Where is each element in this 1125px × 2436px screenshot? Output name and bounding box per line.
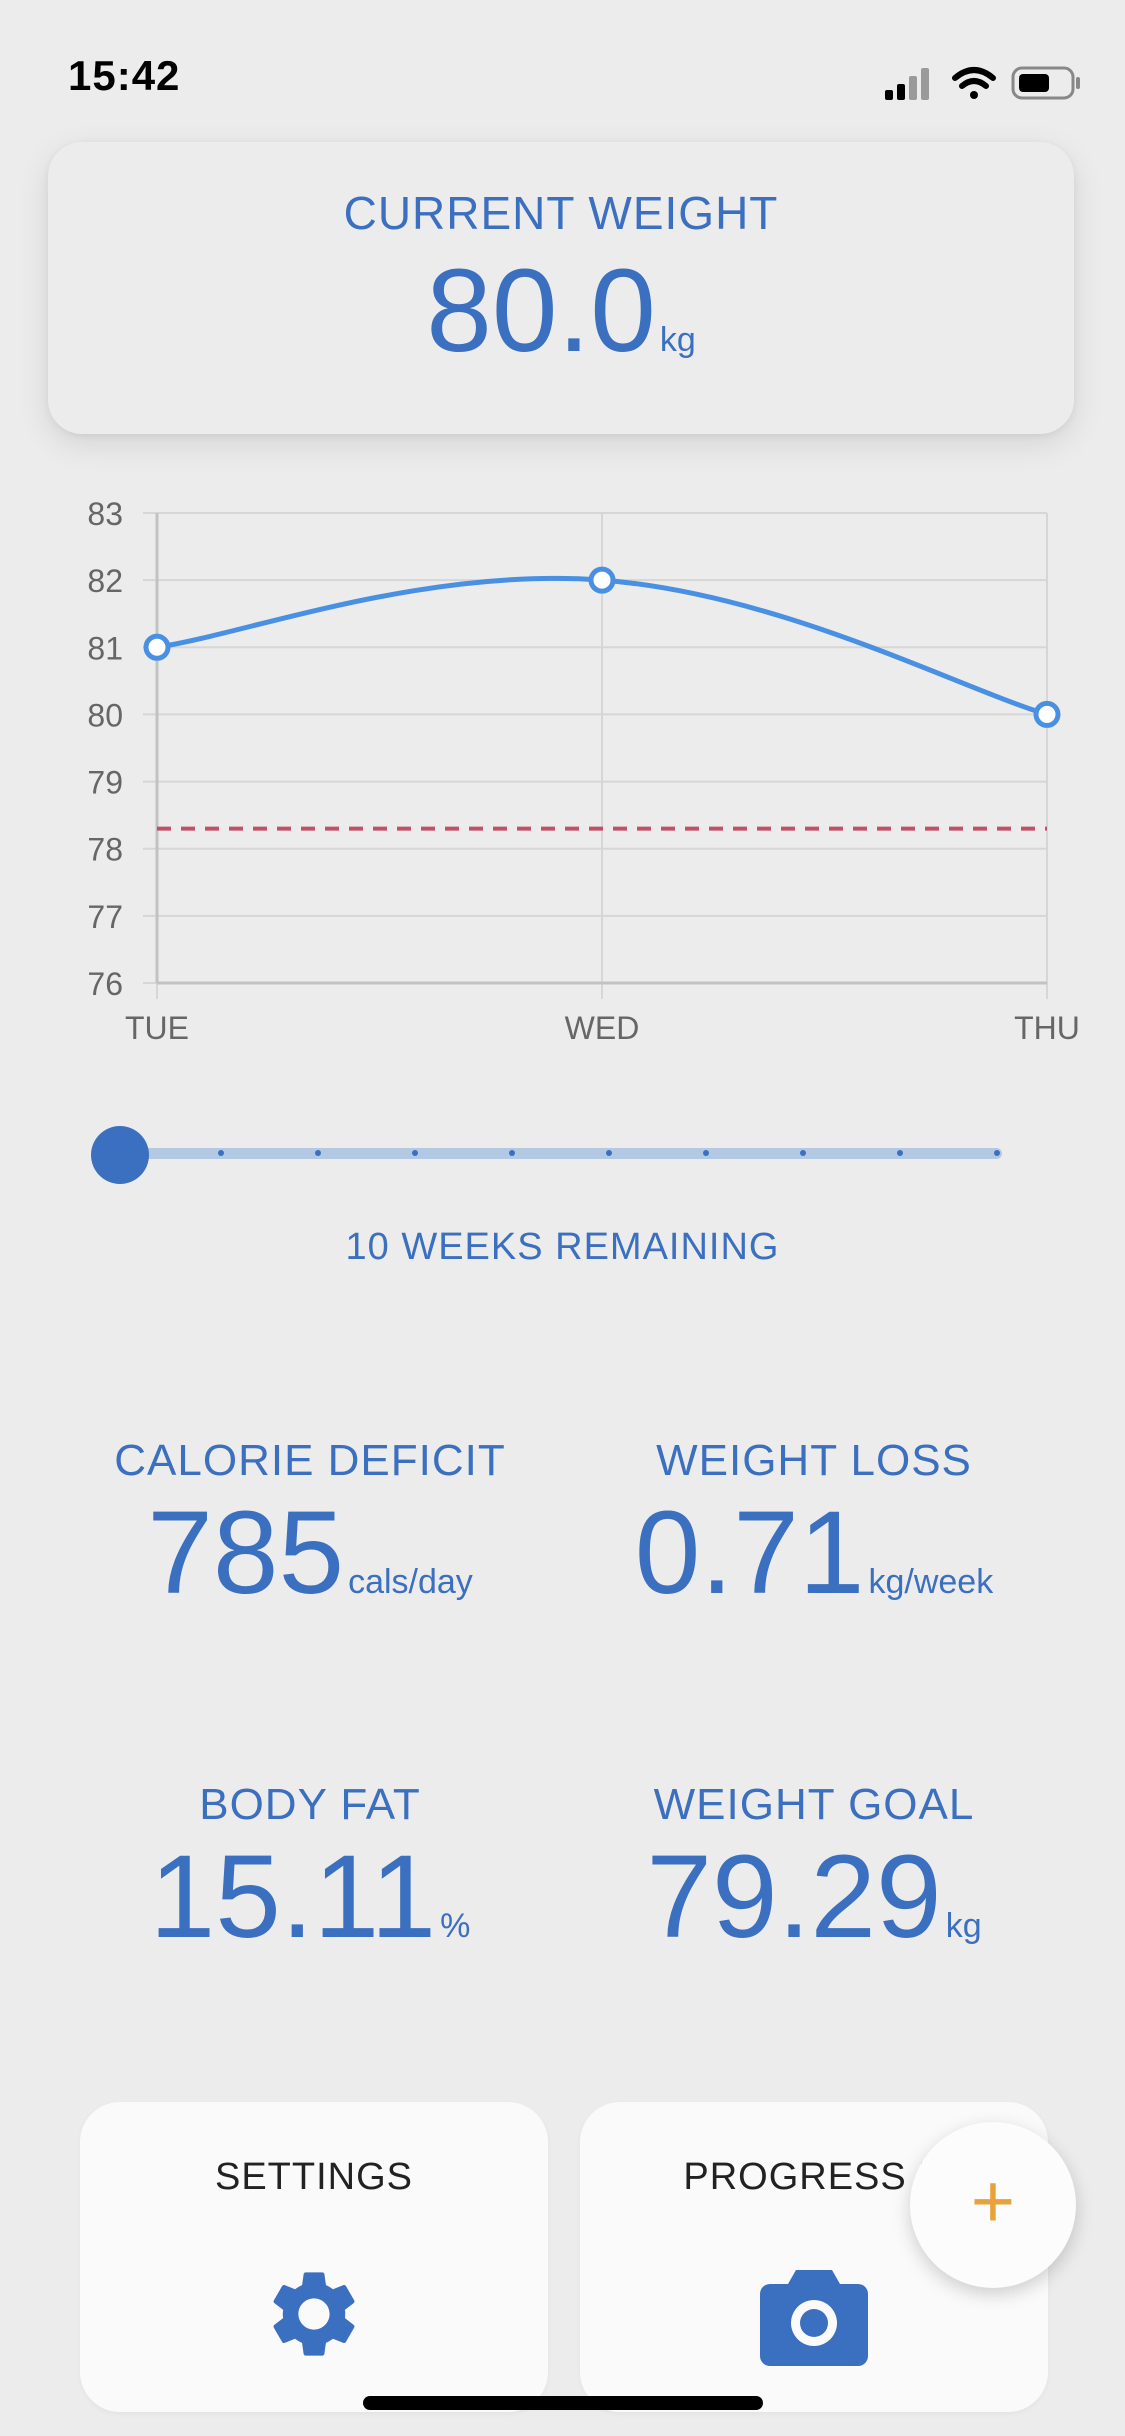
- slider-step-dot: [606, 1150, 612, 1156]
- status-bar: 15:42: [0, 0, 1125, 140]
- status-time: 15:42: [68, 52, 181, 99]
- weight-goal-unit: kg: [945, 1907, 982, 1945]
- weight-goal-stat: WEIGHT GOAL 79.29 kg: [564, 1780, 1064, 1956]
- weeks-slider[interactable]: [90, 1125, 1010, 1185]
- slider-step-dot: [315, 1150, 321, 1156]
- y-tick-label: 79: [87, 765, 123, 801]
- x-tick-label: TUE: [125, 1010, 189, 1046]
- status-icons: [885, 66, 1080, 100]
- y-tick-label: 80: [87, 697, 123, 733]
- body-fat-stat: BODY FAT 15.11%: [60, 1780, 560, 1956]
- current-weight-value: 80.0: [426, 245, 656, 377]
- weeks-remaining-label: 10 WEEKS REMAINING: [345, 1226, 780, 1268]
- slider-thumb[interactable]: [91, 1126, 149, 1184]
- slider-step-dot: [412, 1150, 418, 1156]
- settings-button[interactable]: SETTINGS: [80, 2102, 548, 2412]
- current-weight-unit: kg: [659, 321, 696, 359]
- weight-data-point: [143, 633, 171, 661]
- body-fat-value: 15.11: [149, 1831, 437, 1963]
- x-tick-label: THU: [1014, 1010, 1080, 1046]
- slider-step-dot: [800, 1150, 806, 1156]
- weight-loss-unit: kg/week: [868, 1563, 994, 1601]
- weight-data-point: [588, 566, 616, 594]
- y-tick-label: 82: [87, 563, 123, 599]
- slider-step-dot: [897, 1150, 903, 1156]
- slider-step-dot: [703, 1150, 709, 1156]
- add-entry-button[interactable]: +: [910, 2122, 1076, 2288]
- y-tick-label: 77: [87, 899, 123, 935]
- weight-goal-label: WEIGHT GOAL: [653, 1780, 975, 1829]
- battery-icon: [1011, 66, 1080, 100]
- wifi-icon: [952, 67, 996, 99]
- calorie-deficit-unit: cals/day: [348, 1563, 473, 1601]
- slider-step-dot: [218, 1150, 224, 1156]
- slider-step-dot: [509, 1150, 515, 1156]
- current-weight-card: CURRENT WEIGHT 80.0 kg: [48, 142, 1074, 434]
- slider-step-dot: [994, 1150, 1000, 1156]
- progress-photos-label: PROGRESS P: [683, 2156, 945, 2198]
- weight-loss-value: 0.71: [634, 1487, 865, 1619]
- weight-goal-value: 79.29: [646, 1831, 942, 1963]
- calorie-deficit-label: CALORIE DEFICIT: [114, 1436, 506, 1485]
- y-tick-label: 81: [87, 630, 123, 666]
- plus-icon: +: [970, 2159, 1016, 2244]
- current-weight-title: CURRENT WEIGHT: [343, 187, 779, 239]
- cellular-signal-icon: [885, 68, 929, 100]
- weight-loss-stat: WEIGHT LOSS 0.71 kg/week: [564, 1436, 1064, 1612]
- calorie-deficit-stat: CALORIE DEFICIT 785 cals/day: [60, 1436, 560, 1612]
- body-fat-unit: %: [440, 1907, 471, 1945]
- weight-chart: 83 82 81 80 79 78 77 76 TUE WED THU: [0, 470, 1125, 1070]
- home-indicator: [363, 2396, 763, 2410]
- weight-loss-label: WEIGHT LOSS: [656, 1436, 972, 1485]
- y-tick-label: 76: [87, 966, 123, 1002]
- camera-icon: [760, 2270, 868, 2366]
- gear-icon: [273, 2272, 355, 2356]
- settings-label: SETTINGS: [214, 2156, 414, 2198]
- slider-track[interactable]: [118, 1148, 1002, 1159]
- y-tick-label: 83: [87, 496, 123, 532]
- calorie-deficit-value: 785: [147, 1487, 345, 1619]
- current-weight-display: 80.0 kg: [48, 252, 1074, 370]
- weight-data-point: [1033, 700, 1061, 728]
- x-tick-label: WED: [565, 1010, 640, 1046]
- body-fat-label: BODY FAT: [199, 1780, 421, 1829]
- y-tick-label: 78: [87, 832, 123, 868]
